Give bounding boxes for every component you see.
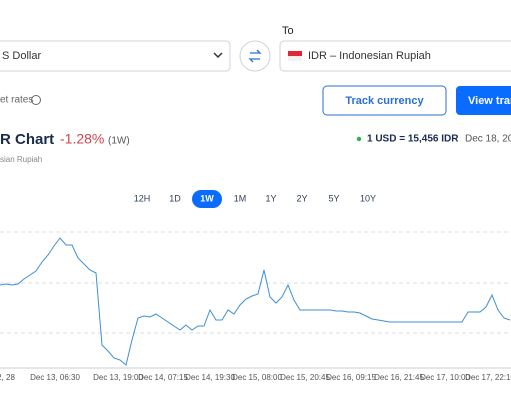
rate-date: Dec 18, 20	[465, 134, 511, 145]
chart-title: R Chart	[0, 131, 54, 148]
range-button[interactable]: 10Y	[360, 193, 376, 203]
x-tick-label: 2, 28	[0, 373, 15, 382]
subtitle: sian Rupiah	[0, 155, 42, 164]
rate-line	[0, 237, 511, 366]
range-button[interactable]: 1W	[200, 193, 214, 203]
range-button[interactable]: 12H	[134, 193, 151, 203]
range-selector: 12H 1D 1W 1M 1Y 2Y 5Y 10Y	[134, 190, 376, 208]
range-active[interactable]	[192, 190, 222, 208]
info-icon[interactable]	[31, 95, 41, 105]
range-button[interactable]: 1D	[169, 193, 181, 203]
swap-button[interactable]	[239, 40, 271, 72]
x-tick-label: Dec 14, 07:15	[138, 373, 188, 382]
to-select[interactable]	[279, 40, 511, 72]
from-currency: S Dollar	[2, 50, 41, 62]
rates-note: et rates	[0, 95, 33, 106]
view-button[interactable]	[456, 86, 511, 115]
x-tick-label: Dec 13, 19:00	[93, 373, 143, 382]
x-tick-label: Dec 13, 06:30	[30, 373, 80, 382]
x-tick-label: Dec 14, 19:30	[185, 373, 235, 382]
track-label: Track currency	[345, 95, 424, 107]
range-button[interactable]: 2Y	[296, 193, 307, 203]
live-dot	[356, 136, 362, 142]
range-button[interactable]: 5Y	[328, 193, 339, 203]
rate: 1 USD = 15,456 IDR	[367, 134, 459, 145]
track-button[interactable]	[322, 85, 447, 116]
flag-bottom	[288, 56, 302, 61]
change: -1.28%	[60, 131, 104, 147]
x-tick-label: Dec 17, 10:00	[420, 373, 470, 382]
range-button[interactable]: 1Y	[265, 193, 276, 203]
view-label: View tran	[468, 95, 511, 107]
chevron	[213, 52, 223, 59]
period: (1W)	[108, 136, 130, 147]
flag-top	[288, 51, 302, 56]
x-tick-label: Dec 15, 08:00	[232, 373, 282, 382]
x-tick-label: Dec 16, 09:15	[326, 373, 376, 382]
x-tick-label: Dec 16, 21:45	[374, 373, 424, 382]
range-button[interactable]: 1M	[234, 193, 247, 203]
to-currency: IDR – Indonesian Rupiah	[308, 50, 431, 62]
from-select[interactable]	[0, 40, 231, 72]
x-tick-label: Dec 15, 20:45	[280, 373, 330, 382]
swap-icon	[248, 49, 262, 63]
to-label: To	[282, 25, 294, 37]
x-tick-label: Dec 17, 22:10	[465, 373, 511, 382]
